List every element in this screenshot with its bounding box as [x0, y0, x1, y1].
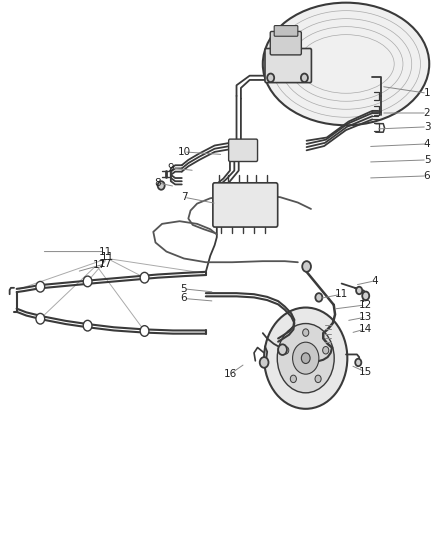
Text: 7: 7	[180, 192, 187, 202]
Text: 2: 2	[424, 108, 431, 118]
Text: 14: 14	[359, 324, 372, 334]
Text: 8: 8	[154, 178, 161, 188]
Text: 17: 17	[93, 261, 106, 270]
Circle shape	[36, 313, 45, 324]
Text: 10: 10	[177, 147, 191, 157]
Text: 6: 6	[180, 294, 187, 303]
FancyBboxPatch shape	[270, 31, 301, 55]
Circle shape	[315, 293, 322, 302]
Circle shape	[83, 320, 92, 331]
Circle shape	[140, 272, 149, 283]
Text: 13: 13	[359, 312, 372, 322]
Circle shape	[140, 326, 149, 336]
Circle shape	[293, 342, 319, 374]
Text: 4: 4	[371, 276, 378, 286]
Circle shape	[260, 357, 268, 368]
FancyBboxPatch shape	[274, 26, 298, 36]
Text: 3: 3	[424, 122, 431, 132]
Circle shape	[301, 74, 308, 82]
Circle shape	[362, 292, 369, 300]
Text: 1: 1	[424, 88, 431, 98]
Circle shape	[290, 375, 297, 383]
Text: 5: 5	[180, 284, 187, 294]
FancyBboxPatch shape	[213, 183, 278, 227]
Circle shape	[302, 261, 311, 272]
Circle shape	[323, 346, 329, 354]
Text: 11: 11	[99, 247, 112, 256]
Text: 9: 9	[167, 163, 174, 173]
Ellipse shape	[263, 3, 429, 125]
Circle shape	[356, 287, 362, 294]
Text: 5: 5	[424, 155, 431, 165]
Circle shape	[315, 375, 321, 383]
Circle shape	[301, 353, 310, 364]
Circle shape	[283, 346, 289, 354]
Circle shape	[303, 329, 309, 336]
Text: 4: 4	[424, 139, 431, 149]
Circle shape	[278, 344, 287, 355]
Circle shape	[264, 308, 347, 409]
Circle shape	[158, 181, 165, 190]
Text: 17: 17	[99, 259, 112, 269]
Text: 11: 11	[335, 289, 348, 299]
Text: 11: 11	[101, 252, 114, 262]
Text: 12: 12	[359, 300, 372, 310]
Text: 15: 15	[359, 367, 372, 377]
Circle shape	[36, 281, 45, 292]
FancyBboxPatch shape	[265, 49, 311, 83]
FancyBboxPatch shape	[229, 139, 258, 161]
Circle shape	[277, 324, 334, 393]
Text: 16: 16	[223, 369, 237, 379]
Circle shape	[83, 276, 92, 287]
Circle shape	[267, 74, 274, 82]
Text: 6: 6	[424, 171, 431, 181]
Circle shape	[355, 359, 361, 366]
